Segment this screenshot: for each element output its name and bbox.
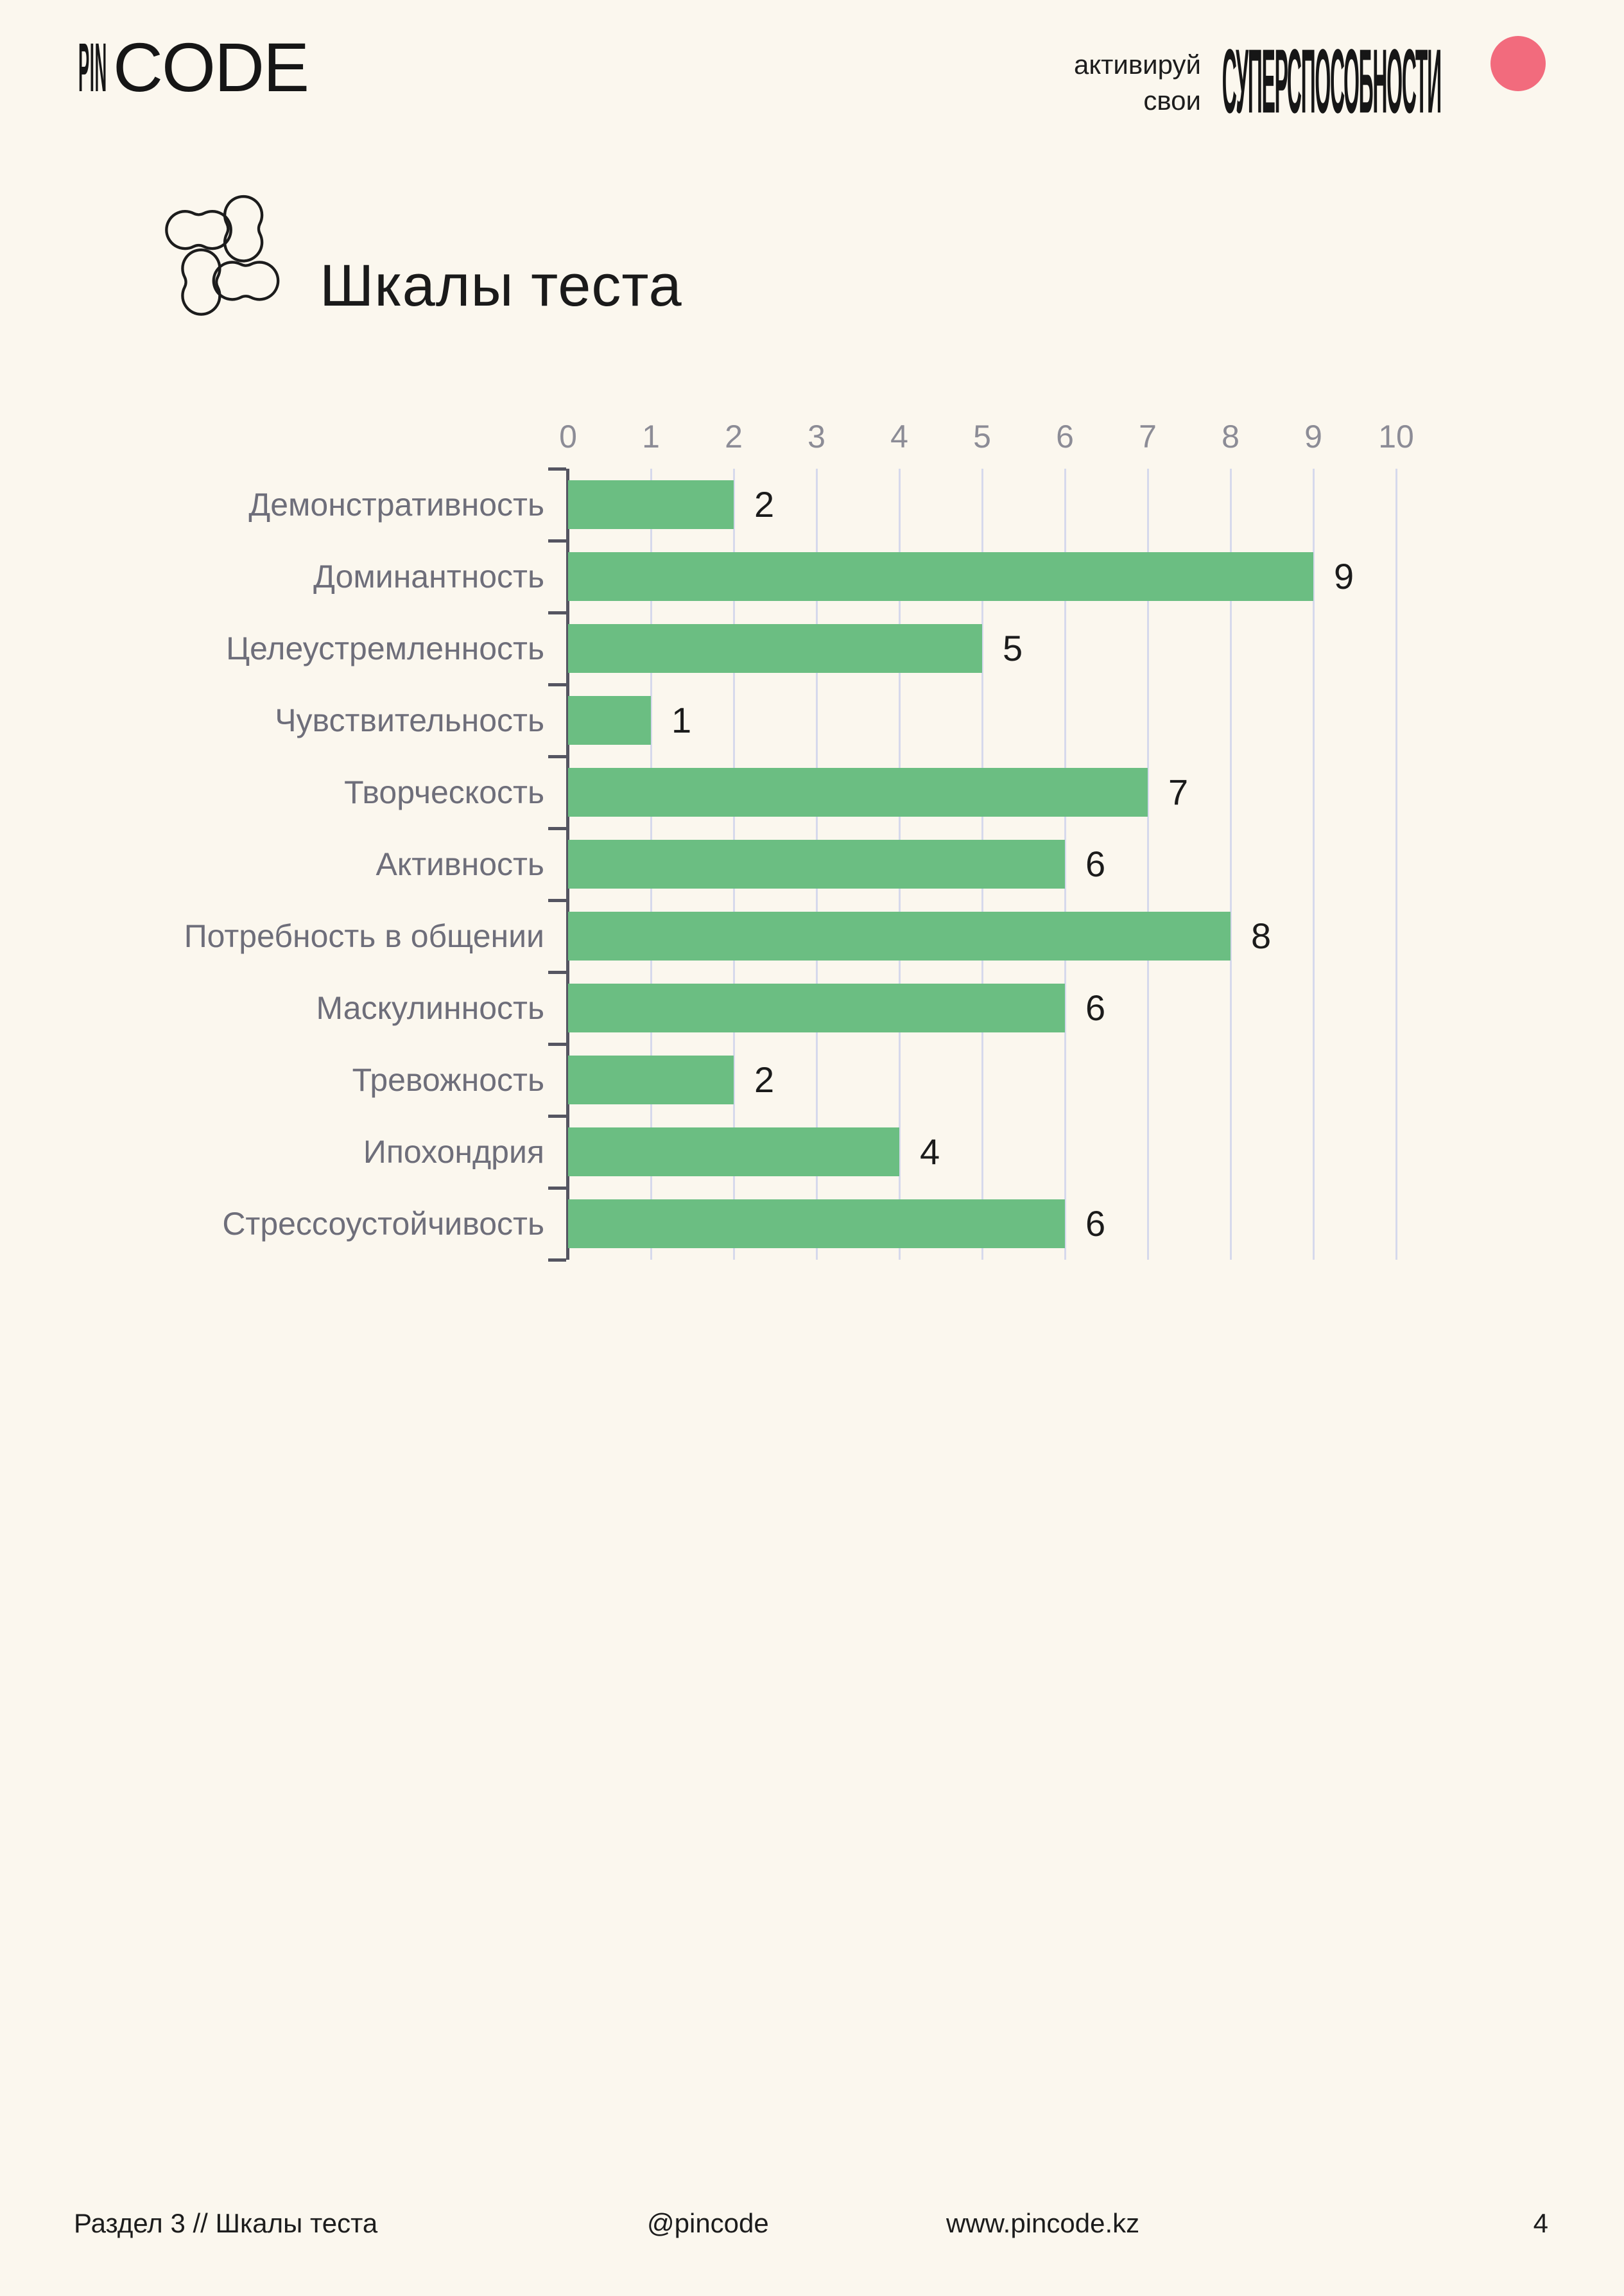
x-tick-label: 10 bbox=[1378, 419, 1414, 455]
bar bbox=[568, 624, 982, 673]
y-axis-tick bbox=[548, 611, 566, 614]
header-tagline: активируй свои bbox=[1074, 47, 1201, 119]
footer-page-number: 4 bbox=[1533, 2208, 1548, 2238]
footer-site: www.pincode.kz bbox=[946, 2208, 1140, 2238]
bar bbox=[568, 768, 1148, 817]
bar-value-label: 5 bbox=[1003, 628, 1023, 668]
bar bbox=[568, 1056, 734, 1104]
bar-value-label: 6 bbox=[1085, 1203, 1106, 1244]
bar-value-label: 2 bbox=[754, 484, 775, 525]
bar-category-label: Творческость bbox=[344, 774, 544, 810]
bar-value-label: 4 bbox=[920, 1131, 940, 1172]
bar-category-label: Потребность в общении bbox=[184, 918, 544, 954]
logo-code: CODE bbox=[113, 28, 309, 106]
tagline-line1: активируй bbox=[1073, 49, 1201, 80]
y-axis-tick bbox=[548, 539, 566, 543]
bar-category-label: Доминантность bbox=[313, 559, 544, 595]
y-axis-tick bbox=[548, 1187, 566, 1190]
bar-value-label: 6 bbox=[1085, 844, 1106, 884]
y-axis-tick bbox=[548, 1258, 566, 1262]
x-tick-label: 7 bbox=[1139, 419, 1157, 455]
gridline bbox=[1395, 469, 1397, 1260]
bar-category-label: Ипохондрия bbox=[363, 1134, 544, 1170]
bar bbox=[568, 480, 734, 529]
page-title: Шкалы теста bbox=[320, 253, 682, 318]
y-axis-line bbox=[566, 469, 569, 1260]
x-tick-label: 9 bbox=[1304, 419, 1322, 455]
superpowers-wordmark: СУПЕРСПОСОБНОСТИ bbox=[1222, 30, 1442, 133]
bar bbox=[568, 912, 1231, 961]
footer-section-label: Раздел 3 // Шкалы теста bbox=[74, 2208, 378, 2238]
bar bbox=[568, 696, 651, 745]
bar-category-label: Маскулинность bbox=[316, 990, 544, 1026]
bar bbox=[568, 840, 1065, 889]
gridline bbox=[1064, 469, 1066, 1260]
y-axis-tick bbox=[548, 899, 566, 902]
bar-category-label: Целеустремленность bbox=[226, 631, 544, 666]
logo-pin: PIN bbox=[78, 28, 107, 106]
x-tick-label: 3 bbox=[808, 419, 825, 455]
bar-category-label: Демонстративность bbox=[248, 487, 544, 523]
y-axis-tick bbox=[548, 683, 566, 686]
x-tick-label: 4 bbox=[890, 419, 908, 455]
bar bbox=[568, 552, 1313, 601]
bar-category-label: Тревожность bbox=[352, 1062, 544, 1098]
bar-value-label: 7 bbox=[1168, 772, 1189, 812]
accent-circle bbox=[1490, 36, 1546, 91]
bar-value-label: 6 bbox=[1085, 987, 1106, 1028]
y-axis-tick bbox=[548, 467, 566, 471]
y-axis-tick bbox=[548, 1115, 566, 1118]
x-tick-label: 0 bbox=[559, 419, 577, 455]
x-tick-label: 6 bbox=[1056, 419, 1074, 455]
gridline bbox=[1147, 469, 1149, 1260]
bar-category-label: Чувствительность bbox=[275, 702, 544, 738]
bar-value-label: 9 bbox=[1334, 556, 1354, 596]
footer-handle: @pincode bbox=[647, 2208, 769, 2238]
bar-category-label: Активность bbox=[376, 846, 544, 882]
y-axis-tick bbox=[548, 755, 566, 758]
gridline bbox=[1313, 469, 1315, 1260]
y-axis-tick bbox=[548, 971, 566, 974]
bar-value-label: 8 bbox=[1251, 916, 1272, 956]
x-tick-label: 2 bbox=[725, 419, 743, 455]
bar bbox=[568, 1199, 1065, 1248]
bar bbox=[568, 1127, 899, 1176]
x-tick-label: 5 bbox=[973, 419, 991, 455]
bar-category-label: Стрессоустойчивость bbox=[222, 1206, 544, 1242]
gridline bbox=[1230, 469, 1232, 1260]
molecule-icon bbox=[165, 195, 280, 316]
y-axis-tick bbox=[548, 1043, 566, 1046]
y-axis-tick bbox=[548, 827, 566, 830]
bar bbox=[568, 984, 1065, 1032]
bar-value-label: 2 bbox=[754, 1059, 775, 1100]
bar-value-label: 1 bbox=[671, 700, 692, 740]
x-tick-label: 1 bbox=[642, 419, 660, 455]
tagline-line2: свои bbox=[1143, 85, 1201, 116]
x-tick-label: 8 bbox=[1222, 419, 1240, 455]
